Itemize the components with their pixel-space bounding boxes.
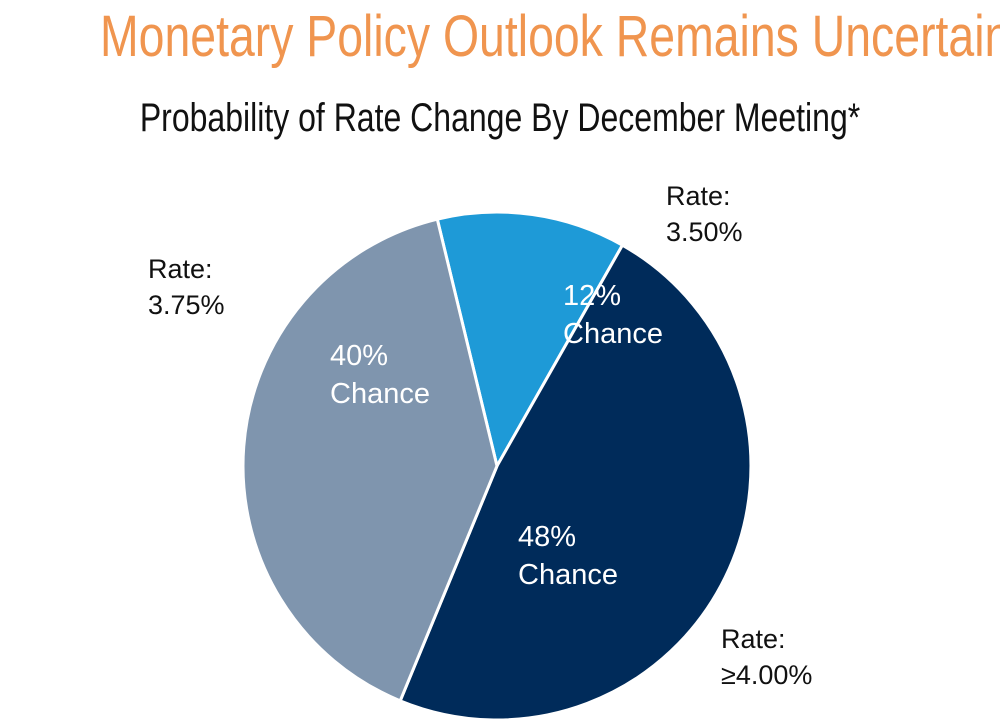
rate-label-400: Rate: ≥4.00% xyxy=(721,624,812,690)
pie-slice-350 xyxy=(435,210,625,471)
slice-label-12-line-1: 12% xyxy=(563,280,621,312)
slice-label-40: 40% Chance xyxy=(330,340,430,410)
chart-subtitle: Probability of Rate Change By December M… xyxy=(139,96,861,140)
rate-label-375-line-1: Rate: xyxy=(148,254,213,284)
slice-label-40-line-1: 40% xyxy=(330,340,388,372)
pie-slice-375 xyxy=(241,217,499,703)
rate-label-350-line-2: 3.50% xyxy=(666,217,743,247)
slice-label-40-line-2: Chance xyxy=(330,378,430,410)
slice-label-12-line-2: Chance xyxy=(563,318,663,350)
pie-slice-400 xyxy=(398,243,753,722)
rate-label-350: Rate: 3.50% xyxy=(666,181,743,247)
slice-label-48: 48% Chance xyxy=(518,521,618,591)
rate-label-400-line-1: Rate: xyxy=(721,624,786,654)
rate-label-400-line-2: ≥4.00% xyxy=(721,660,812,690)
slice-label-48-line-1: 48% xyxy=(518,521,576,553)
slice-label-48-line-2: Chance xyxy=(518,559,618,591)
slice-label-12: 12% Chance xyxy=(563,280,663,350)
rate-label-375-line-2: 3.75% xyxy=(148,290,225,320)
rate-label-375: Rate: 3.75% xyxy=(148,254,225,320)
chart-title: Monetary Policy Outlook Remains Uncertai… xyxy=(100,4,1000,69)
rate-label-350-line-1: Rate: xyxy=(666,181,731,211)
